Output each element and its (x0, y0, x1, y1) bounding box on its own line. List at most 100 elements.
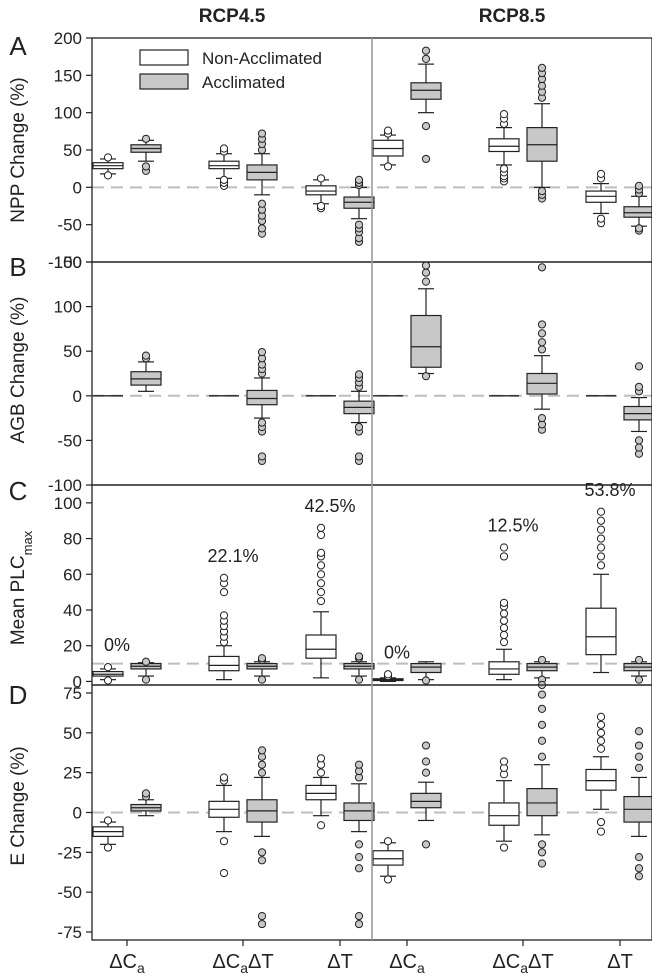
box-outlier (499, 638, 509, 647)
box-outlier (596, 744, 606, 753)
box-outlier (421, 277, 431, 286)
box-outlier (596, 516, 606, 525)
box-outlier (499, 164, 509, 173)
box-outlier (499, 609, 509, 618)
box-outlier (257, 856, 267, 865)
box-acclimated (130, 134, 162, 176)
box-outlier (354, 175, 364, 184)
legend-label-acclimated: Acclimated (202, 73, 285, 92)
box-outlier (219, 773, 229, 782)
y-tick-label: 20 (63, 637, 82, 656)
box-outlier (354, 220, 364, 229)
y-tick-label: -25 (57, 843, 82, 862)
plc-threshold-annotation: 0% (104, 635, 130, 655)
box-outlier (596, 552, 606, 561)
box-acclimated (526, 680, 558, 868)
box-acclimated (623, 181, 652, 235)
box-outlier (257, 911, 267, 921)
box-non-acclimated (372, 837, 404, 884)
box-non-acclimated (305, 754, 337, 830)
box-outlier (219, 175, 229, 184)
box-non-acclimated (372, 670, 404, 683)
box-outlier (537, 345, 547, 354)
panel-letter: A (9, 31, 27, 61)
y-tick-label: 40 (63, 601, 82, 620)
plc-threshold-annotation: 12.5% (487, 516, 538, 536)
box-outlier (634, 675, 644, 684)
box-body (208, 160, 240, 170)
x-category-label: ΔCaΔT (492, 951, 553, 976)
y-tick-label: 50 (63, 141, 82, 160)
box-acclimated (246, 746, 278, 929)
box-outlier (634, 727, 644, 736)
box-outlier (316, 201, 326, 211)
box-acclimated (623, 727, 652, 881)
y-tick-label: 150 (54, 66, 82, 85)
box-outlier (103, 153, 113, 162)
box-outlier (634, 224, 644, 233)
box-outlier (596, 827, 606, 836)
box-body (488, 802, 520, 826)
box-acclimated (623, 655, 652, 684)
box-outlier (257, 654, 267, 663)
x-category-label: ΔCa (109, 951, 145, 976)
box-acclimated (343, 652, 375, 684)
box-outlier (383, 875, 393, 884)
y-tick-label: 100 (54, 298, 82, 317)
x-category-label: ΔT (327, 951, 353, 973)
box-acclimated (246, 129, 278, 238)
box-outlier (257, 919, 267, 929)
box-outlier (316, 579, 326, 588)
y-tick-label: 200 (54, 29, 82, 48)
panel-letter: D (9, 680, 28, 710)
y-tick-label: 0 (73, 387, 82, 406)
legend-swatch-non-acclimated (139, 49, 189, 66)
box-outlier (257, 760, 267, 769)
y-tick-label: 60 (63, 565, 82, 584)
box-outlier (257, 347, 267, 357)
box-outlier (634, 655, 644, 665)
box-outlier (596, 525, 606, 534)
plc-threshold-annotation: 0% (384, 642, 410, 662)
box-acclimated (343, 760, 375, 929)
box-outlier (596, 712, 606, 721)
legend-label-non-acclimated: Non-Acclimated (202, 49, 322, 68)
box-outlier (537, 81, 547, 90)
box-outlier (421, 768, 431, 777)
box-body (372, 850, 404, 866)
box-outlier (537, 320, 547, 329)
box-outlier (634, 752, 644, 761)
box-outlier (316, 588, 326, 597)
box-outlier (141, 351, 151, 360)
y-tick-label: -50 (57, 431, 82, 450)
box-non-acclimated (488, 110, 520, 186)
box-outlier (219, 611, 229, 620)
box-body (410, 662, 442, 674)
box-outlier (421, 372, 431, 381)
box-outlier (316, 548, 326, 557)
y-tick-label: 75 (63, 684, 82, 703)
box-outlier (596, 736, 606, 745)
box-outlier (537, 848, 547, 857)
box-outlier (634, 436, 644, 445)
box-outlier (421, 54, 431, 64)
box-outlier (354, 422, 364, 432)
box-outlier (354, 853, 364, 862)
panel-D: D E Change (%) -75 -50 -25 0 25 50 75 (8, 680, 652, 942)
box-outlier (141, 657, 151, 666)
box-non-acclimated (305, 523, 337, 679)
box-outlier (537, 690, 547, 699)
panel-C: C Mean PLCmax 0 20 40 60 80 100 0% 22.1% 42.5% 0% 12… (8, 476, 652, 691)
box-acclimated (130, 657, 162, 684)
y-tick-label: 100 (54, 494, 82, 513)
box-acclimated (410, 661, 442, 685)
box-body (410, 82, 442, 100)
box-outlier (257, 452, 267, 461)
box-body (410, 792, 442, 809)
box-outlier (316, 523, 326, 532)
box-outlier (537, 329, 547, 338)
box-outlier (537, 840, 547, 849)
y-axis-label: AGB Change (%) (8, 297, 29, 444)
box-outlier (499, 623, 509, 632)
